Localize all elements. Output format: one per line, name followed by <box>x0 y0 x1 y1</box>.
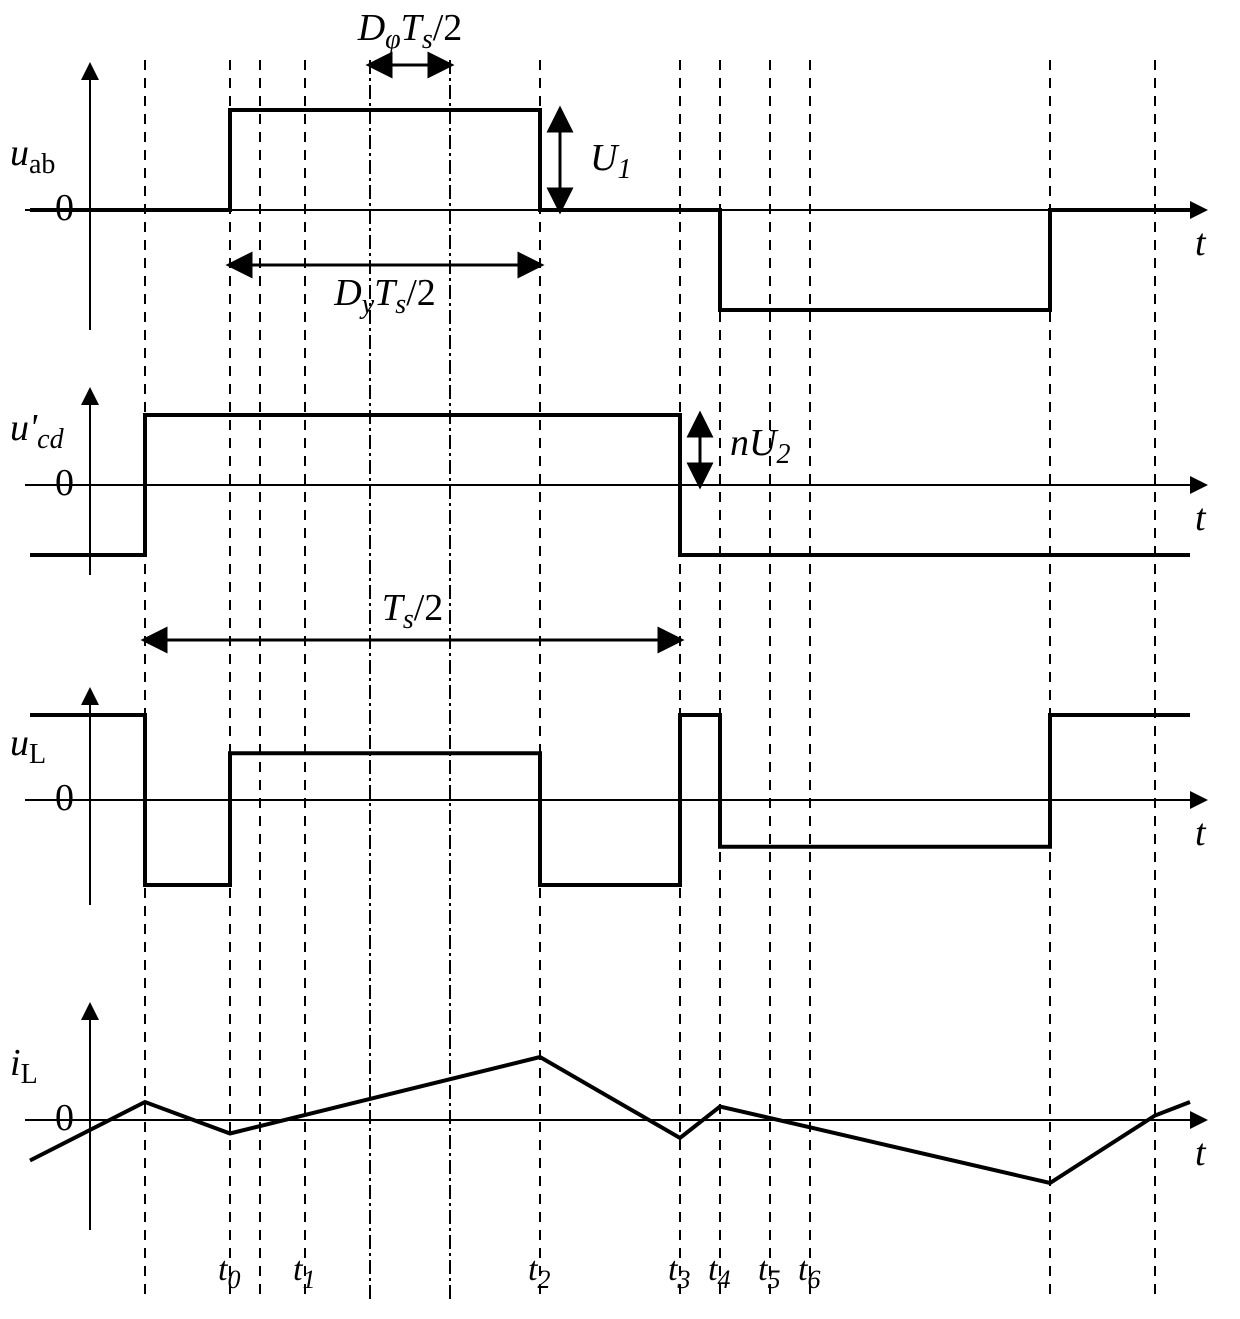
iL-t-label: t <box>1195 1132 1207 1174</box>
ucd-zero-label: 0 <box>55 462 74 504</box>
iL-label: iL <box>10 1042 38 1090</box>
ucd-t-label: t <box>1195 497 1207 539</box>
iL-zero-label: 0 <box>55 1097 74 1139</box>
dim-label-D_y_Ts2: DyTs/2 <box>333 272 436 320</box>
ucd-label: u'cd <box>10 407 65 455</box>
dim-label-U1: U1 <box>590 137 631 185</box>
dim-label-Ts2: Ts/2 <box>382 587 444 635</box>
uL-label: uL <box>10 722 46 770</box>
dim-label-nU2: nU2 <box>730 422 790 470</box>
dim-label-D_phi_Ts2: DφTs/2 <box>357 7 463 55</box>
uab-t-label: t <box>1195 222 1207 264</box>
uL-t-label: t <box>1195 812 1207 854</box>
uab-label: uab <box>10 132 55 180</box>
uL-zero-label: 0 <box>55 777 74 819</box>
